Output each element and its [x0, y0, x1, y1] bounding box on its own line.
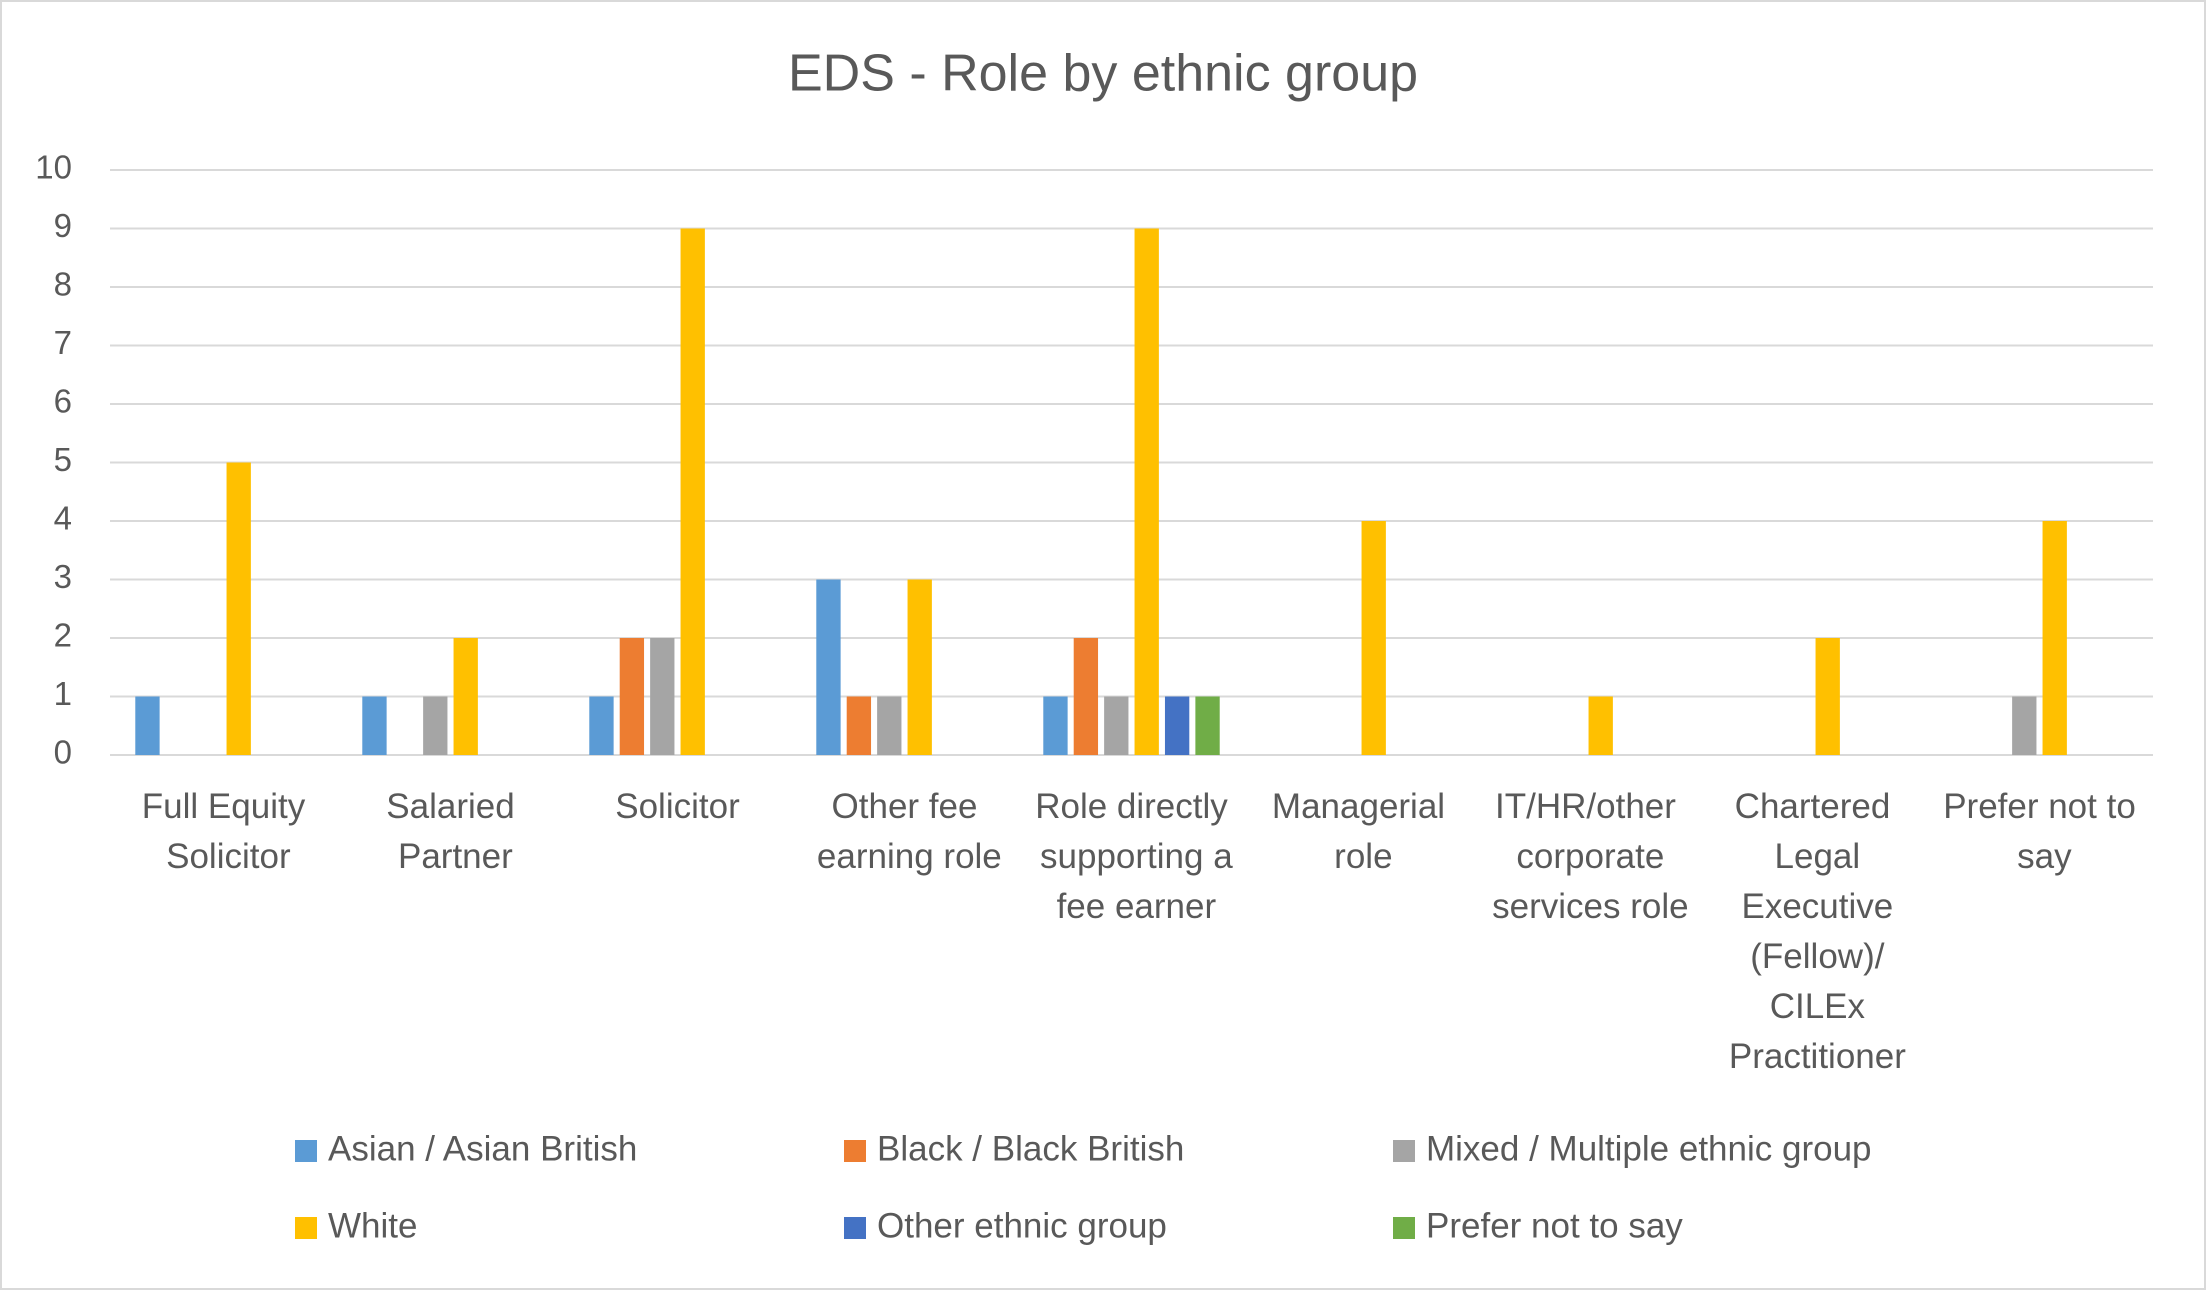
bar	[1361, 521, 1386, 755]
bar	[816, 579, 841, 755]
bar	[1164, 696, 1190, 755]
legend-swatch	[295, 1140, 317, 1162]
bar	[2042, 521, 2067, 755]
bar	[1588, 696, 1613, 755]
bar	[650, 638, 675, 755]
bar	[135, 696, 160, 755]
y-tick-label: 5	[54, 441, 72, 478]
y-tick-label: 3	[54, 558, 72, 595]
x-tick-label: Other fee earning role	[807, 787, 1002, 876]
bar	[619, 638, 645, 755]
bar	[362, 696, 387, 755]
chart-title: EDS - Role by ethnic group	[788, 45, 1418, 103]
bar	[453, 638, 478, 755]
legend-label: Mixed / Multiple ethnic group	[1426, 1129, 1872, 1168]
x-tick-label: Chartered Legal Executive (Fellow)/ CILE…	[1719, 787, 1906, 1076]
x-tick-label: Prefer not to say	[1943, 787, 2136, 876]
y-tick-label: 0	[54, 734, 72, 771]
bar	[1815, 638, 1840, 755]
bar	[1134, 228, 1159, 755]
legend-swatch	[1393, 1217, 1415, 1239]
x-tick-label: Salaried Partner	[386, 787, 514, 876]
bar	[226, 462, 251, 755]
y-tick-label: 6	[54, 383, 72, 420]
y-tick-label: 8	[54, 266, 72, 303]
bar	[877, 696, 902, 755]
legend-label: Asian / Asian British	[328, 1129, 637, 1168]
x-tick-label: Full Equity Solicitor	[142, 787, 306, 876]
legend-label: Black / Black British	[877, 1129, 1184, 1168]
y-tick-label: 9	[54, 207, 72, 244]
bar	[1195, 696, 1220, 755]
legend-swatch	[1393, 1140, 1415, 1162]
x-tick-label: Solicitor	[615, 787, 740, 826]
legend-swatch	[844, 1217, 866, 1239]
y-tick-label: 10	[35, 149, 72, 186]
bar	[589, 696, 614, 755]
y-tick-label: 2	[54, 617, 72, 654]
bar	[423, 696, 448, 755]
legend-label: Other ethnic group	[877, 1206, 1167, 1245]
x-tick-label: Role directly supporting a fee earner	[1030, 787, 1233, 926]
legend-swatch	[295, 1217, 317, 1239]
bar	[680, 228, 705, 755]
bar	[1104, 696, 1129, 755]
y-tick-label: 4	[54, 500, 72, 537]
legend-label: Prefer not to say	[1426, 1206, 1683, 1245]
bar	[846, 696, 872, 755]
bar	[2012, 696, 2037, 755]
y-tick-label: 1	[54, 675, 72, 712]
legend-swatch	[844, 1140, 866, 1162]
x-tick-label: Managerial role	[1272, 787, 1445, 876]
bar	[1043, 696, 1068, 755]
y-tick-label: 7	[54, 324, 72, 361]
bar	[907, 579, 932, 755]
bar	[1073, 638, 1099, 755]
x-tick-label: IT/HR/other corporate services role	[1482, 787, 1688, 926]
legend-label: White	[328, 1206, 417, 1245]
